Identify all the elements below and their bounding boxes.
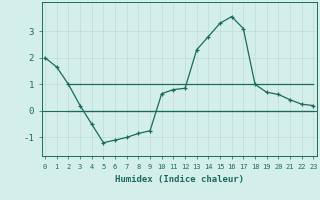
X-axis label: Humidex (Indice chaleur): Humidex (Indice chaleur)	[115, 175, 244, 184]
